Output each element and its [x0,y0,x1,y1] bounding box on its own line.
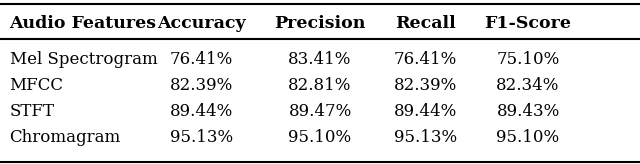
Text: 82.81%: 82.81% [288,77,352,94]
Text: Mel Spectrogram: Mel Spectrogram [10,51,157,68]
Text: 89.44%: 89.44% [170,103,233,120]
Text: 82.39%: 82.39% [394,77,457,94]
Text: 89.43%: 89.43% [497,103,559,120]
Text: Precision: Precision [275,15,365,32]
Text: STFT: STFT [10,103,54,120]
Text: Accuracy: Accuracy [157,15,246,32]
Text: 95.13%: 95.13% [170,129,233,146]
Text: 76.41%: 76.41% [394,51,457,68]
Text: 89.44%: 89.44% [394,103,457,120]
Text: 89.47%: 89.47% [289,103,351,120]
Text: Audio Features: Audio Features [10,15,157,32]
Text: 82.34%: 82.34% [496,77,560,94]
Text: 75.10%: 75.10% [497,51,559,68]
Text: Recall: Recall [396,15,456,32]
Text: F1-Score: F1-Score [484,15,572,32]
Text: 76.41%: 76.41% [170,51,233,68]
Text: MFCC: MFCC [10,77,63,94]
Text: 95.10%: 95.10% [289,129,351,146]
Text: Chromagram: Chromagram [10,129,121,146]
Text: 83.41%: 83.41% [288,51,352,68]
Text: 82.39%: 82.39% [170,77,233,94]
Text: 95.13%: 95.13% [394,129,457,146]
Text: 95.10%: 95.10% [497,129,559,146]
